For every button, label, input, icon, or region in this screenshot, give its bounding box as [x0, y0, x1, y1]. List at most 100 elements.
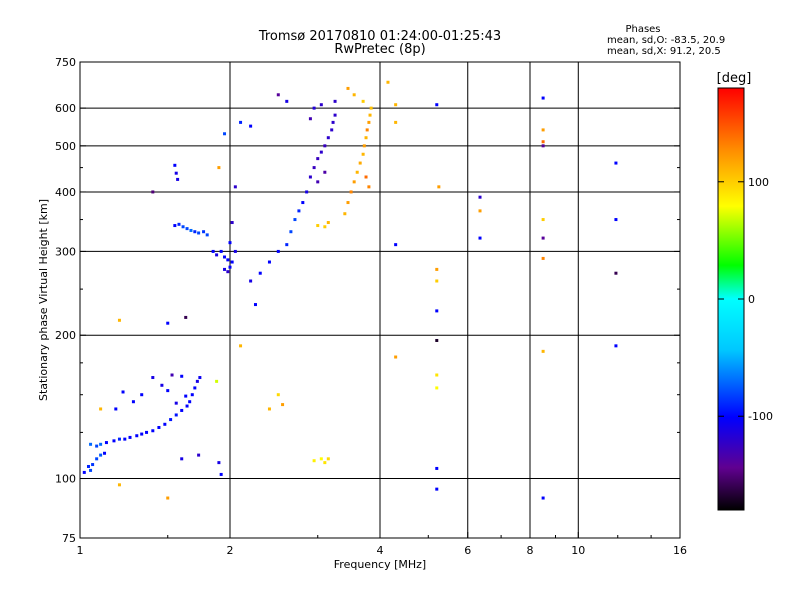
data-point: [226, 270, 230, 274]
data-point: [184, 394, 188, 398]
data-point: [197, 231, 201, 235]
data-point: [364, 136, 368, 140]
data-point: [312, 106, 316, 110]
data-point: [435, 338, 439, 342]
data-point: [362, 144, 366, 148]
data-point: [352, 93, 356, 97]
data-point: [352, 180, 356, 184]
data-point: [184, 315, 188, 319]
data-point: [135, 434, 139, 438]
data-point: [249, 279, 253, 283]
data-point: [223, 255, 227, 259]
data-point: [364, 175, 368, 179]
data-point: [285, 243, 289, 247]
data-point: [99, 453, 103, 457]
data-point: [276, 393, 280, 397]
data-point: [319, 457, 323, 461]
y-tick-label: 750: [55, 56, 76, 69]
data-point: [173, 163, 177, 167]
data-point: [367, 185, 371, 189]
data-point: [114, 407, 118, 411]
data-point: [316, 180, 320, 184]
data-point: [368, 113, 372, 117]
data-point: [330, 128, 334, 132]
data-point: [180, 408, 184, 412]
data-point: [169, 418, 173, 422]
data-point: [226, 258, 230, 262]
data-point: [151, 190, 155, 194]
data-point: [198, 376, 202, 380]
data-point: [230, 260, 234, 264]
data-point: [205, 233, 209, 237]
data-point: [180, 374, 184, 378]
data-point: [223, 267, 227, 271]
data-point: [174, 171, 178, 175]
data-point: [228, 241, 232, 245]
data-point: [180, 457, 184, 461]
data-point: [219, 249, 223, 253]
data-point: [195, 379, 199, 383]
data-point: [117, 437, 121, 441]
data-point: [197, 453, 201, 457]
data-point: [267, 407, 271, 411]
data-point: [228, 265, 232, 269]
data-point: [305, 190, 309, 194]
data-point: [394, 243, 398, 247]
data-point: [239, 344, 243, 348]
data-point: [99, 407, 103, 411]
data-point: [160, 383, 164, 387]
data-point: [215, 379, 219, 383]
data-point: [386, 80, 390, 84]
data-point: [217, 166, 221, 170]
data-point: [140, 432, 144, 436]
x-tick-label: 16: [673, 544, 687, 557]
data-point: [258, 271, 262, 275]
data-point: [361, 99, 365, 103]
data-point: [308, 117, 312, 121]
data-point: [541, 144, 545, 148]
data-point: [170, 373, 174, 377]
data-point: [614, 271, 618, 275]
data-point: [174, 413, 178, 417]
data-point: [215, 253, 219, 257]
data-point: [394, 355, 398, 359]
colorbar-tick-label: -100: [748, 410, 773, 423]
data-point: [123, 437, 127, 441]
data-point: [188, 400, 192, 404]
data-point: [394, 120, 398, 124]
data-point: [112, 439, 116, 443]
data-point: [89, 442, 93, 446]
data-point: [230, 221, 234, 225]
data-point: [233, 249, 237, 253]
data-point: [369, 106, 373, 110]
data-point: [99, 442, 103, 446]
data-point: [614, 218, 618, 222]
data-point: [157, 425, 161, 429]
data-point: [478, 209, 482, 213]
data-point: [541, 236, 545, 240]
data-point: [326, 457, 330, 461]
data-point: [541, 218, 545, 222]
x-tick-label: 8: [527, 544, 534, 557]
colorbar-label: [deg]: [717, 71, 752, 86]
data-point: [346, 86, 350, 90]
data-point: [86, 464, 90, 468]
data-point: [193, 386, 197, 390]
data-point: [355, 170, 359, 174]
data-point: [478, 195, 482, 199]
data-point: [435, 373, 439, 377]
data-point: [281, 403, 285, 407]
colorbar-tick-label: 100: [748, 176, 769, 189]
data-point: [333, 99, 337, 103]
data-point: [140, 393, 144, 397]
data-point: [91, 463, 95, 467]
data-point: [478, 236, 482, 240]
data-point: [89, 468, 93, 472]
data-point: [319, 150, 323, 154]
data-point: [326, 221, 330, 225]
data-point: [253, 303, 257, 307]
data-point: [435, 487, 439, 491]
data-point: [177, 222, 181, 226]
data-point: [223, 132, 227, 136]
data-point: [103, 451, 107, 455]
